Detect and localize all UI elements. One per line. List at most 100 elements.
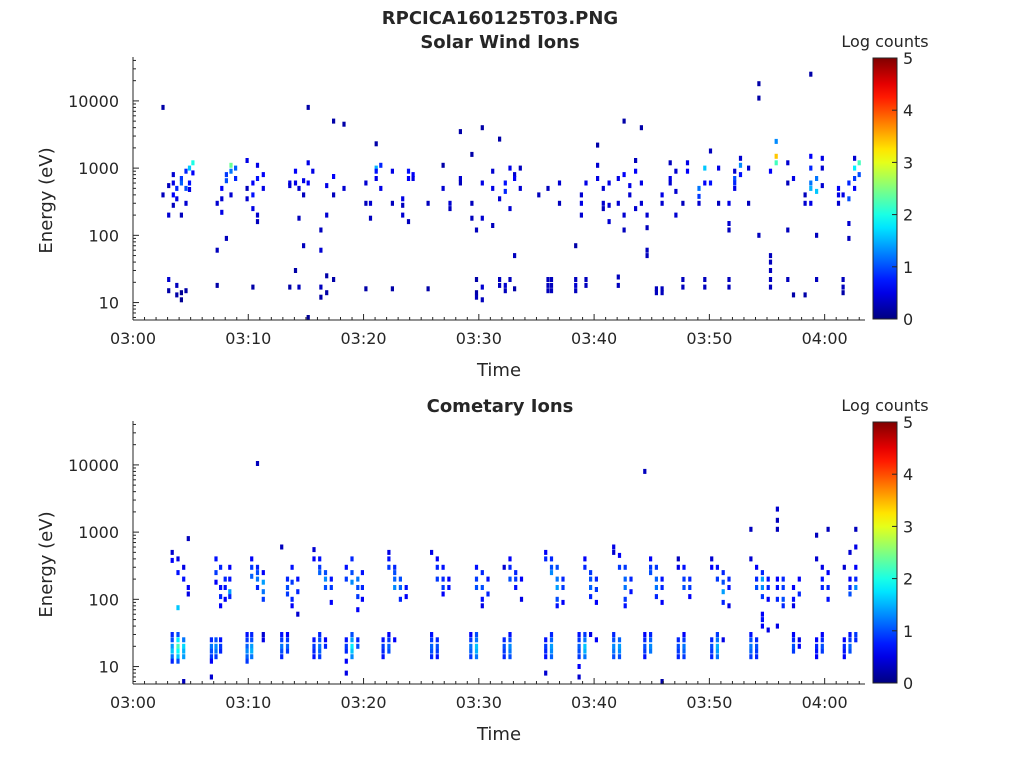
spectrogram-cell [583, 564, 587, 570]
spectrogram-cell [654, 594, 658, 600]
spectrogram-cell [508, 643, 512, 649]
spectrogram-cell [176, 658, 180, 664]
spectrogram-cell [318, 570, 322, 576]
spectrogram-cell [360, 585, 364, 590]
spectrogram-cell [297, 284, 301, 290]
spectrogram-cell [469, 643, 473, 649]
spectrogram-cell [549, 643, 554, 649]
x-tick-label: 04:00 [802, 693, 848, 712]
spectrogram-cell [176, 605, 180, 611]
spectrogram-cell [513, 253, 517, 259]
spectrogram-cell [250, 637, 254, 643]
spectrogram-cell [791, 643, 796, 649]
spectrogram-cell [820, 637, 824, 643]
x-tick-label: 03:40 [571, 693, 617, 712]
spectrogram-cell [791, 632, 796, 637]
spectrogram-cell [775, 623, 779, 629]
spectrogram-cell [676, 654, 680, 660]
spectrogram-cell [826, 526, 830, 532]
spectrogram-cell [815, 176, 819, 181]
spectrogram-cell [280, 643, 284, 649]
spectrogram-cell [503, 288, 507, 294]
spectrogram-cell [809, 180, 813, 186]
spectrogram-cell [727, 585, 731, 590]
spectrogram-cell [853, 176, 857, 181]
spectrogram-cell [634, 168, 638, 174]
spectrogram-cell [518, 165, 522, 171]
spectrogram-cell [820, 165, 824, 171]
spectrogram-cell [187, 187, 192, 192]
spectrogram-cell [826, 585, 830, 590]
spectrogram-cell [175, 185, 179, 191]
spectrogram-cell [480, 297, 484, 303]
spectrogram-cell [255, 212, 260, 218]
spectrogram-cell [387, 556, 391, 562]
spectrogram-cell [250, 556, 254, 562]
spectrogram-cell [401, 202, 405, 208]
spectrogram-cell [401, 212, 405, 218]
spectrogram-cell [219, 585, 223, 590]
y-tick-label: 10000 [68, 92, 119, 111]
spectrogram-cell [857, 172, 861, 178]
spectrogram-cell [480, 585, 484, 590]
spectrogram-cell [579, 212, 583, 218]
spectrogram-cell [760, 585, 764, 590]
spectrogram-cell [766, 576, 770, 582]
spectrogram-cell [617, 564, 622, 570]
spectrogram-cell [228, 589, 232, 595]
spectrogram-cell [847, 235, 851, 241]
spectrogram-cell [228, 594, 232, 600]
spectrogram-cell [842, 637, 846, 643]
spectrogram-cell [768, 259, 773, 265]
spectrogram-cell [306, 104, 310, 110]
spectrogram-cell [325, 183, 329, 189]
spectrogram-cell [577, 648, 581, 654]
spectrogram-cell [755, 576, 759, 582]
spectrogram-cell [781, 596, 785, 602]
spectrogram-cell [733, 168, 737, 174]
x-tick-label: 03:00 [110, 329, 156, 348]
spectrogram-cell [441, 185, 445, 191]
spectrogram-cell [441, 162, 445, 168]
spectrogram-cell [381, 637, 385, 643]
spectrogram-cell [435, 564, 439, 570]
spectrogram-cell [717, 165, 721, 171]
spectrogram-cell [179, 180, 183, 186]
spectrogram-cell [411, 172, 415, 178]
spectrogram-cell [622, 172, 626, 178]
spectrogram-cell [815, 648, 819, 654]
spectrogram-cell [760, 576, 764, 582]
spectrogram-cell [288, 180, 292, 186]
spectrogram-cell [612, 648, 616, 654]
spectrogram-cell [820, 155, 824, 161]
spectrogram-cell [710, 654, 714, 660]
spectrogram-cell [474, 294, 479, 300]
spectrogram-cell [430, 648, 434, 654]
spectrogram-cell [470, 151, 474, 157]
spectrogram-cell [458, 176, 462, 181]
spectrogram-cell [228, 564, 232, 570]
spectrogram-cell [280, 654, 284, 660]
spectrogram-cell [311, 168, 315, 174]
spectrogram-cell [577, 654, 581, 660]
spectrogram-cell [519, 596, 524, 602]
spectrogram-cell [634, 158, 638, 163]
spectrogram-cell [398, 576, 402, 582]
spectrogram-cell [708, 180, 713, 186]
spectrogram-cell [660, 290, 664, 296]
spectrogram-cell [182, 564, 186, 570]
spectrogram-cell [209, 674, 213, 680]
spectrogram-cell [674, 212, 678, 218]
spectrogram-cell [319, 227, 323, 233]
spectrogram-cell [797, 637, 801, 643]
spectrogram-cell [255, 576, 260, 582]
x-tick-label: 03:40 [571, 329, 617, 348]
spectrogram-cell [325, 273, 329, 279]
spectrogram-cell [848, 585, 852, 590]
spectrogram-cell [167, 288, 171, 294]
spectrogram-cell [368, 215, 373, 221]
spectrogram-cell [161, 104, 165, 110]
spectrogram-cell [791, 637, 796, 643]
spectrogram-cell [649, 570, 653, 576]
spectrogram-cell [261, 579, 265, 585]
